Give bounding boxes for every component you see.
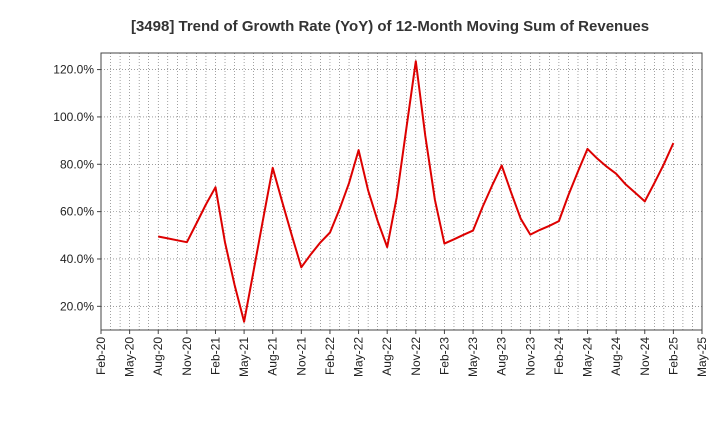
x-tick-label: Feb-25 — [666, 337, 680, 375]
x-tick-label: Nov-22 — [409, 337, 423, 376]
y-tick-label: 20.0% — [60, 299, 94, 313]
x-tick-label: May-21 — [237, 337, 251, 377]
x-tick-label: Feb-21 — [208, 337, 222, 375]
series — [158, 60, 675, 323]
y-axis: 20.0% 40.0% 60.0% 80.0% 100.0% 120.0% — [53, 63, 101, 313]
x-tick-label: Nov-20 — [180, 337, 194, 376]
grid — [100, 53, 703, 330]
x-tick-label: Feb-23 — [437, 337, 451, 375]
y-tick-label: 80.0% — [60, 157, 94, 171]
y-tick-label: 120.0% — [53, 63, 94, 77]
x-tick-label: Aug-20 — [151, 337, 165, 376]
x-tick-label: May-23 — [466, 337, 480, 377]
x-axis: Feb-20 May-20 Aug-20 Nov-20 Feb-21 May-21 Aug-… — [94, 330, 709, 377]
x-tick-label: Aug-24 — [609, 337, 623, 376]
chart-title: [3498] Trend of Growth Rate (YoY) of 12-… — [131, 18, 649, 35]
x-tick-label: Aug-23 — [495, 337, 509, 376]
x-tick-label: Nov-21 — [294, 337, 308, 376]
x-tick-label: Nov-23 — [523, 337, 537, 376]
y-tick-label: 100.0% — [53, 110, 94, 124]
x-tick-label: Aug-22 — [380, 337, 394, 376]
x-tick-label: May-24 — [581, 337, 595, 377]
x-tick-label: Aug-21 — [266, 337, 280, 376]
x-tick-label: Feb-22 — [323, 337, 337, 375]
x-tick-label: May-22 — [352, 337, 366, 377]
x-tick-label: May-25 — [695, 337, 709, 377]
x-tick-label: May-20 — [123, 337, 137, 377]
y-tick-label: 40.0% — [60, 252, 94, 266]
x-tick-label: Feb-20 — [94, 337, 108, 375]
series-line — [158, 60, 675, 323]
y-tick-label: 60.0% — [60, 205, 94, 219]
plot-area — [100, 52, 703, 331]
x-tick-label: Nov-24 — [638, 337, 652, 376]
x-tick-label: Feb-24 — [552, 337, 566, 375]
